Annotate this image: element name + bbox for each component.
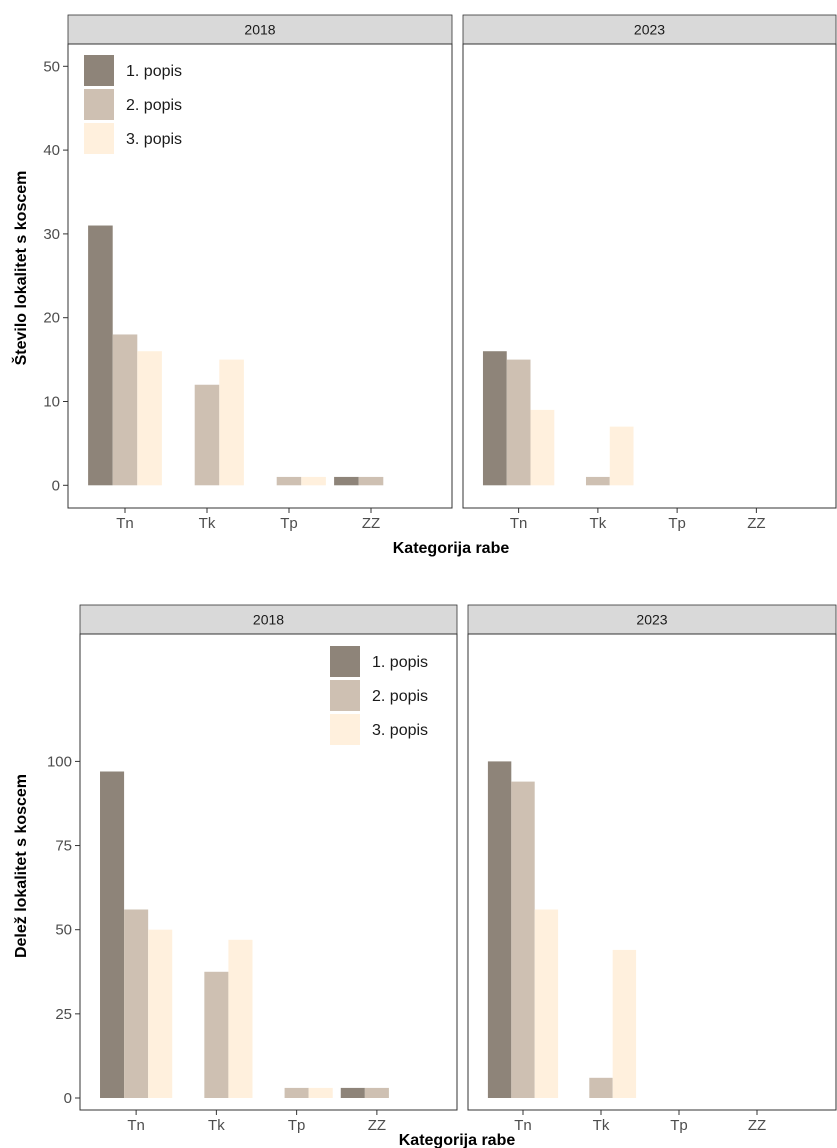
legend-key-2 [330, 680, 360, 711]
x-tick-label: ZZ [362, 515, 380, 532]
facet-strip [79, 604, 458, 635]
y-tick-label: 100 [47, 753, 72, 770]
facet-strip-label: 2018 [253, 612, 284, 628]
y-tick-label: 30 [43, 226, 60, 243]
legend-label-3: 3. popis [126, 131, 182, 148]
x-tick-label: Tk [590, 515, 607, 532]
facet-panel-2018: 2018 Tn Tk Tp ZZ [79, 604, 458, 1134]
bar-2023-Tk-s2 [585, 476, 610, 486]
legend-label-2: 2. popis [372, 688, 428, 705]
facet-strip-label: 2023 [634, 22, 665, 38]
facet-panel-2023: 2023 Tn Tk Tp ZZ [462, 14, 837, 532]
bar-2023-Tn-s1 [482, 351, 507, 486]
facet-strip-label: 2018 [244, 22, 275, 38]
bar-2018-Tp-s3 [308, 1087, 333, 1098]
bar-2023-Tk-s2 [589, 1077, 613, 1098]
y-tick-label: 75 [55, 838, 72, 855]
legend: 1. popis 2. popis 3. popis [330, 646, 428, 745]
x-tick-label: Tk [593, 1117, 610, 1134]
y-axis-title: Delež lokalitet s koscem [13, 774, 30, 958]
bar-2023-Tn-s3 [534, 909, 559, 1098]
x-axis-title: Kategorija rabe [393, 540, 510, 557]
legend-label-1: 1. popis [372, 654, 428, 671]
bar-2023-Tk-s3 [612, 949, 637, 1098]
x-axis-title: Kategorija rabe [399, 1132, 516, 1148]
facet-strip [462, 14, 837, 45]
facet-panel-2023: 2023 Tn Tk Tp ZZ [467, 604, 837, 1134]
y-tick-label: 0 [52, 477, 60, 494]
y-tick-label: 50 [55, 922, 72, 939]
facet-strip [467, 604, 837, 635]
y-tick-label: 20 [43, 310, 60, 327]
x-tick-label: Tk [208, 1117, 225, 1134]
chart-2: 2018 Tn Tk Tp ZZ 2023 Tn Tk Tp ZZ 0 25 50 75 100 Delež … [13, 604, 837, 1148]
x-tick-label: Tp [668, 515, 686, 532]
bar-2023-Tn-s2 [506, 359, 531, 486]
x-tick-label: ZZ [747, 515, 765, 532]
legend-key-3 [330, 714, 360, 745]
x-tick-label: Tn [514, 1117, 532, 1134]
legend-key-1 [84, 55, 114, 86]
bar-2018-ZZ-s2 [358, 476, 384, 486]
legend-key-1 [330, 646, 360, 677]
x-tick-label: Tn [116, 515, 134, 532]
facet-strip-label: 2023 [636, 612, 667, 628]
bar-2018-Tn-s3 [148, 929, 173, 1098]
bar-2023-Tn-s1 [487, 761, 512, 1098]
legend-key-2 [84, 89, 114, 120]
legend-key-3 [84, 123, 114, 154]
bar-2018-Tp-s2 [284, 1087, 309, 1098]
x-tick-label: Tp [670, 1117, 688, 1134]
y-tick-label: 40 [43, 142, 60, 159]
bar-2018-ZZ-s1 [340, 1087, 365, 1098]
x-tick-label: Tn [510, 515, 528, 532]
legend-label-2: 2. popis [126, 97, 182, 114]
y-tick-label: 0 [64, 1090, 72, 1107]
bar-2018-Tn-s3 [137, 351, 162, 486]
chart-1: 2018 Tn Tk Tp ZZ 2023 Tn Tk Tp ZZ 0 10 20 30 40 50 Števi… [11, 14, 837, 557]
bar-2023-Tk-s3 [609, 426, 634, 486]
legend-label-1: 1. popis [126, 63, 182, 80]
bar-2018-ZZ-s1 [334, 476, 359, 486]
y-axis-title: Število lokalitet s koscem [11, 171, 30, 366]
x-tick-label: Tp [288, 1117, 306, 1134]
x-tick-label: ZZ [748, 1117, 766, 1134]
legend: 1. popis 2. popis 3. popis [84, 55, 182, 154]
bar-2018-ZZ-s2 [364, 1087, 389, 1098]
y-tick-label: 25 [55, 1006, 72, 1023]
bar-2023-Tn-s3 [530, 409, 555, 486]
bar-2023-Tn-s2 [511, 781, 535, 1098]
legend-label-3: 3. popis [372, 722, 428, 739]
bar-2018-Tk-s2 [204, 971, 229, 1098]
bar-2018-Tk-s3 [219, 359, 244, 486]
facet-panel-2018: 2018 Tn Tk Tp ZZ [67, 14, 453, 532]
bar-2018-Tk-s2 [194, 384, 220, 486]
bar-2018-Tn-s2 [124, 909, 149, 1098]
facet-strip [67, 14, 453, 45]
bar-2018-Tn-s1 [88, 225, 113, 486]
x-tick-label: Tn [127, 1117, 145, 1134]
x-tick-label: ZZ [368, 1117, 386, 1134]
x-tick-label: Tk [199, 515, 216, 532]
bar-2018-Tk-s3 [228, 939, 253, 1098]
x-tick-label: Tp [280, 515, 298, 532]
y-tick-label: 50 [43, 58, 60, 75]
bar-2018-Tp-s3 [301, 476, 326, 486]
bar-2018-Tn-s1 [100, 771, 125, 1098]
bar-2018-Tn-s2 [112, 334, 138, 486]
bar-2018-Tp-s2 [276, 476, 302, 486]
y-tick-label: 10 [43, 394, 60, 411]
